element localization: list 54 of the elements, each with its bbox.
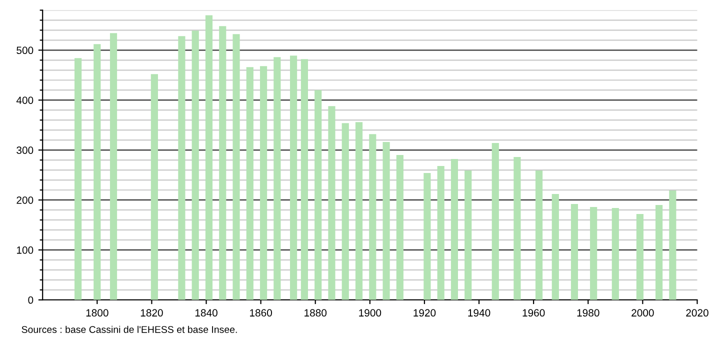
bar bbox=[219, 26, 226, 300]
bar bbox=[290, 56, 298, 300]
bar bbox=[300, 59, 308, 300]
x-tick-label: 1880 bbox=[304, 309, 327, 317]
bar bbox=[492, 143, 499, 300]
x-tick-label: 1920 bbox=[414, 309, 436, 317]
bar bbox=[669, 190, 676, 300]
bar bbox=[396, 155, 404, 300]
bar bbox=[342, 123, 349, 300]
bar bbox=[260, 66, 268, 300]
bar bbox=[246, 67, 254, 300]
y-tick-label: 500 bbox=[16, 46, 34, 54]
bar bbox=[355, 122, 363, 300]
bar bbox=[655, 204, 663, 300]
bar bbox=[612, 208, 619, 300]
x-tick-label: 1980 bbox=[577, 309, 600, 317]
bar bbox=[464, 170, 472, 300]
bar bbox=[232, 34, 240, 300]
x-tick-label: 1940 bbox=[468, 309, 490, 317]
bar bbox=[382, 142, 390, 300]
bar bbox=[514, 157, 521, 300]
bar bbox=[424, 173, 431, 300]
x-tick-label: 1860 bbox=[250, 309, 272, 317]
x-tick-label: 1900 bbox=[359, 309, 382, 317]
x-tick-label: 1800 bbox=[86, 309, 108, 317]
bar bbox=[150, 74, 158, 300]
y-tick-label: 100 bbox=[16, 246, 34, 254]
bar bbox=[328, 106, 336, 300]
bar bbox=[552, 194, 559, 300]
bar bbox=[74, 58, 82, 300]
x-tick-label: 1960 bbox=[522, 309, 545, 317]
bar bbox=[450, 159, 458, 300]
bar bbox=[94, 44, 101, 300]
bar bbox=[636, 214, 644, 300]
bar bbox=[590, 206, 598, 300]
y-tick-label: 300 bbox=[16, 146, 34, 154]
source-note: Sources : base Cassini de l'EHESS et base Insee. bbox=[22, 326, 237, 333]
bar bbox=[178, 36, 186, 300]
x-tick-label: 2000 bbox=[632, 309, 654, 317]
y-tick-label: 200 bbox=[16, 196, 34, 204]
y-tick-label: 400 bbox=[16, 96, 34, 104]
y-tick-label: 0 bbox=[28, 296, 34, 304]
x-tick-label: 2020 bbox=[686, 309, 708, 317]
bar bbox=[314, 90, 322, 300]
bar bbox=[274, 57, 281, 300]
bar bbox=[110, 33, 118, 300]
bar bbox=[437, 166, 444, 300]
bar bbox=[192, 30, 199, 300]
bar bbox=[369, 134, 376, 300]
bar bbox=[205, 15, 213, 300]
bar bbox=[570, 204, 578, 300]
x-tick-label: 1840 bbox=[195, 309, 218, 317]
bar bbox=[535, 170, 543, 300]
x-tick-label: 1820 bbox=[140, 309, 163, 317]
